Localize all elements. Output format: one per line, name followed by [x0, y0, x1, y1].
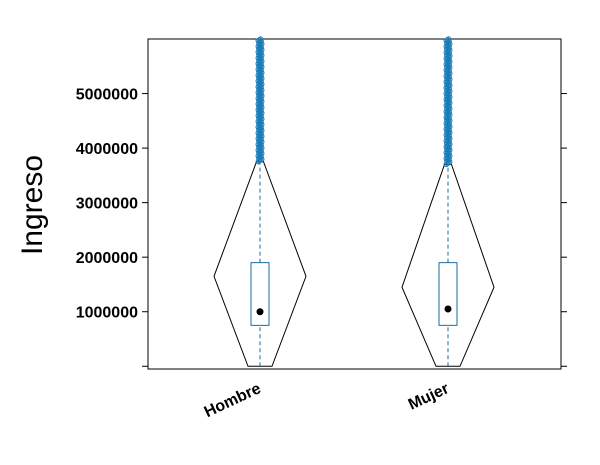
iqr-box — [250, 262, 270, 326]
y-axis: 1000000 2000000 3000000 4000000 5000000 — [76, 87, 567, 367]
plot-area — [213, 36, 495, 367]
y-tick-label: 1000000 — [76, 305, 138, 322]
violin-outline — [401, 163, 495, 367]
y-tick-label: 5000000 — [76, 87, 138, 104]
x-axis: Hombre Mujer — [202, 380, 452, 421]
violin-group-hombre — [213, 36, 307, 367]
x-tick-label: Mujer — [406, 380, 452, 413]
outlier-point — [445, 36, 452, 42]
plot-frame — [147, 38, 562, 370]
y-tick-label: 2000000 — [76, 250, 138, 267]
y-axis-title: Ingreso — [16, 155, 49, 255]
violin-outline — [213, 161, 307, 367]
median-point — [256, 308, 264, 316]
x-tick-label: Hombre — [202, 380, 264, 421]
median-point — [444, 305, 452, 313]
iqr-box — [438, 262, 458, 326]
violin-group-mujer — [401, 36, 495, 367]
outlier-point — [257, 36, 264, 42]
y-tick-label: 4000000 — [76, 141, 138, 158]
y-tick-label: 3000000 — [76, 196, 138, 213]
